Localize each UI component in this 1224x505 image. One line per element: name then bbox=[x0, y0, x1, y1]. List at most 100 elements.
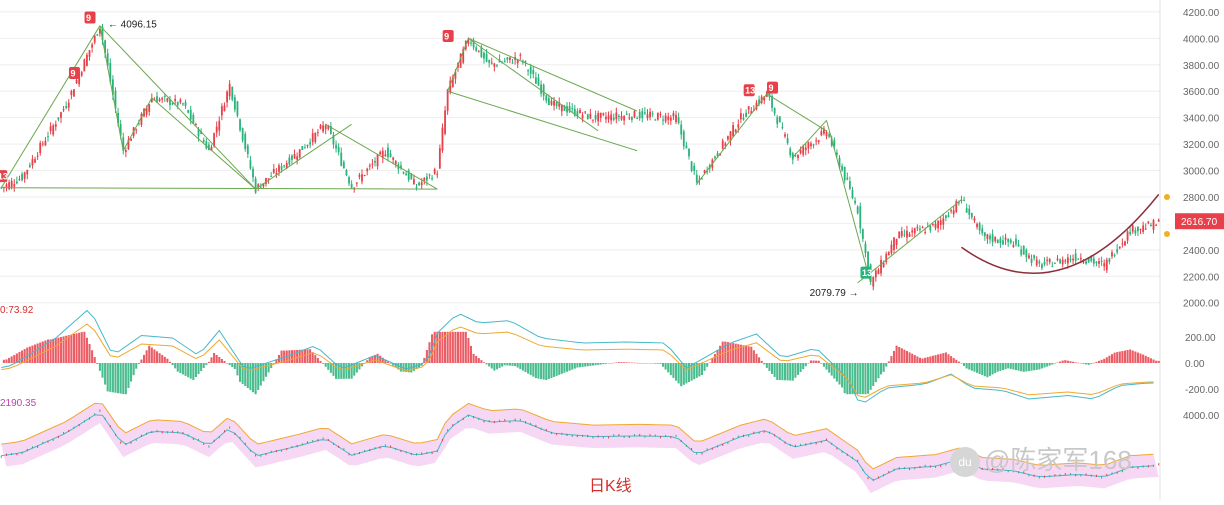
candle-body bbox=[885, 253, 888, 262]
candle-body bbox=[23, 172, 26, 179]
macd-bar bbox=[270, 363, 273, 369]
candle-body bbox=[319, 125, 322, 129]
candle-body bbox=[838, 157, 841, 168]
candle-body bbox=[983, 232, 986, 237]
candle-body bbox=[345, 170, 348, 176]
macd-bar bbox=[820, 363, 823, 364]
candle-body bbox=[638, 111, 641, 119]
macd-bar bbox=[848, 363, 851, 395]
candle-body bbox=[817, 140, 820, 143]
candle-body bbox=[630, 116, 633, 120]
macd-bar bbox=[633, 362, 636, 364]
macd-bar bbox=[649, 363, 652, 364]
trend-line bbox=[99, 25, 256, 190]
candle-body bbox=[111, 79, 114, 96]
macd-bar bbox=[10, 356, 13, 363]
macd-bar bbox=[1014, 363, 1018, 371]
macd-bar bbox=[506, 363, 509, 366]
candle-body bbox=[620, 115, 623, 120]
candle-body bbox=[309, 142, 312, 145]
macd-bar bbox=[70, 334, 73, 363]
candle-body bbox=[1025, 249, 1028, 258]
candle-body bbox=[778, 116, 781, 123]
candle-body bbox=[104, 40, 107, 54]
candle-body bbox=[597, 113, 600, 122]
macd-bar bbox=[389, 363, 392, 364]
candle-body bbox=[1077, 258, 1080, 260]
candle-body bbox=[387, 147, 389, 158]
candle-body bbox=[727, 136, 729, 140]
candle-body bbox=[311, 133, 314, 142]
macd-bar bbox=[49, 339, 52, 363]
macd-bar bbox=[988, 363, 992, 376]
macd-bar bbox=[726, 342, 729, 363]
macd-bar bbox=[841, 363, 844, 388]
candle-body bbox=[618, 115, 620, 118]
candle-body bbox=[682, 131, 685, 147]
boll-band bbox=[0, 402, 1160, 494]
macd-bar bbox=[1103, 358, 1106, 363]
candle-body bbox=[913, 228, 916, 234]
macd-bar bbox=[656, 363, 659, 364]
macd-bar bbox=[1152, 359, 1155, 363]
candle-body bbox=[493, 63, 496, 67]
macd-tick-label: 200.00 bbox=[1185, 333, 1216, 344]
macd-bar bbox=[1020, 363, 1023, 372]
candle-body bbox=[1043, 261, 1046, 265]
macd-bar bbox=[770, 363, 774, 374]
sequence-marker-label: 9 bbox=[70, 69, 75, 79]
price-axis: 4200.00 4000.00 3800.00 3600.00 3400.00 3200.… bbox=[1164, 8, 1224, 422]
candle-body bbox=[99, 28, 101, 34]
macd-bar bbox=[1092, 362, 1095, 364]
candle-body bbox=[114, 90, 117, 109]
candle-body bbox=[1056, 258, 1059, 261]
trend-line bbox=[99, 25, 124, 151]
trend-line bbox=[696, 93, 768, 185]
candle-body bbox=[239, 119, 241, 131]
candle-body bbox=[1121, 243, 1124, 245]
macd-bar bbox=[371, 356, 374, 363]
candle-body bbox=[568, 105, 571, 112]
macd-bar bbox=[78, 332, 81, 363]
candle-body bbox=[739, 113, 742, 120]
candle-body bbox=[425, 176, 428, 181]
macd-bar bbox=[1136, 352, 1139, 363]
sequence-marker-badge bbox=[860, 266, 872, 279]
candle-body bbox=[41, 143, 44, 145]
macd-bar bbox=[1147, 357, 1150, 363]
candle-body bbox=[355, 182, 358, 184]
macd-bar bbox=[944, 352, 947, 363]
candle-body bbox=[436, 173, 439, 175]
candle-body bbox=[91, 44, 94, 48]
candle-body bbox=[73, 89, 75, 97]
macd-bar bbox=[488, 363, 491, 367]
macd-bar bbox=[345, 363, 348, 379]
macd-bar bbox=[812, 360, 815, 363]
candle-body bbox=[371, 163, 374, 165]
price-tick-label: 2000.00 bbox=[1183, 299, 1220, 310]
macd-bar bbox=[28, 346, 31, 363]
candle-body bbox=[662, 119, 664, 121]
candle-body bbox=[789, 148, 792, 156]
macd-bar bbox=[994, 363, 997, 374]
macd-bar bbox=[501, 363, 504, 367]
candle-body bbox=[135, 129, 138, 131]
macd-bar bbox=[516, 363, 519, 368]
candle-body bbox=[729, 131, 732, 141]
macd-bar bbox=[571, 363, 574, 370]
candle-body bbox=[771, 95, 773, 108]
candle-body bbox=[140, 114, 143, 125]
macd-bar bbox=[835, 363, 838, 382]
candle-body bbox=[550, 100, 553, 105]
candle-body bbox=[836, 152, 838, 155]
macd-bar bbox=[475, 355, 478, 363]
alert-dot bbox=[1164, 193, 1170, 200]
candle-body bbox=[669, 117, 672, 121]
candle-body bbox=[1041, 264, 1043, 269]
candle-body bbox=[431, 177, 433, 179]
macd-bar bbox=[643, 363, 646, 364]
macd-bar bbox=[703, 363, 706, 371]
candle-body bbox=[968, 208, 971, 215]
candle-body bbox=[895, 238, 898, 245]
candle-body bbox=[506, 57, 509, 60]
